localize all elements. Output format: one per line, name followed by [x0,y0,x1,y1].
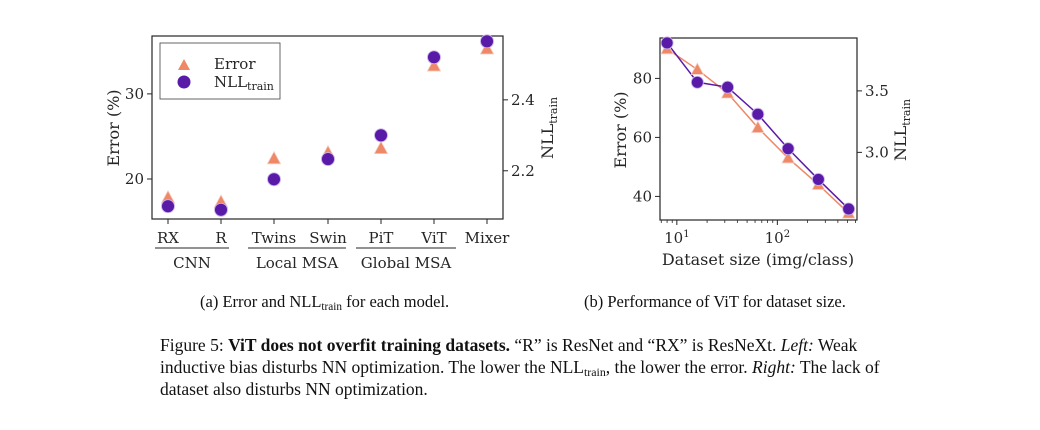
figure-caption: Figure 5: ViT does not overfit training … [160,335,880,399]
x-tick-label: Mixer [465,229,510,247]
panel-b-vit-dataset-size: 40 60 80 3.0 3.5 101 102 Dataset size (img/c… [611,36,913,269]
panel-b-y-axis-label: Error (%) [611,91,630,168]
panel-b-right-y-ticks: 3.0 3.5 [857,82,889,161]
panel-b-x-ticks: 101 102 [660,220,856,247]
x-tick-label: ViT [420,229,446,247]
nll-point [781,142,795,156]
error-point [373,140,389,155]
panel-b-y2-axis-label: NLLtrain [891,99,913,161]
legend-nll-marker [177,75,191,89]
legend-frame [159,42,281,100]
panel-a-legend: Error NLLtrain [159,42,281,100]
panel-b-left-y-ticks: 40 60 80 [633,69,660,205]
y2-tick-label: 3.0 [865,143,889,161]
nll-point [267,172,281,187]
panel-b-marks [660,36,856,219]
x-tick-label: PiT [369,229,394,247]
group-label: Local MSA [256,254,339,272]
panel-a-marks [160,34,495,217]
error-point [751,120,765,133]
y2-tick-label: 3.5 [865,82,889,100]
x-tick-label: RX [157,229,179,247]
y-tick-label: 20 [125,170,144,188]
error-point [426,57,442,72]
legend-error-label: Error [214,55,256,73]
y-tick-label: 60 [633,128,652,146]
error-point [781,150,795,164]
panel-a-group-labels: CNN Local MSA Global MSA [155,247,456,272]
x-tick-label: 101 [664,229,689,247]
nll-point [427,50,441,65]
nll-point [660,36,674,50]
panel-a-x-ticks: RX R Twins Swin PiT ViT Mixer [157,219,510,247]
panel-b-x-axis-label: Dataset size (img/class) [662,250,854,269]
subcaption-b: (b) Performance of ViT for dataset size. [584,292,846,311]
x-tick-label: Twins [252,229,296,247]
error-point [266,150,282,165]
nll-point [721,80,735,94]
nll-point [690,75,704,89]
panel-a-y2-axis-label: NLLtrain [538,97,560,159]
nll-point [751,107,765,121]
x-tick-label: Swin [309,229,347,247]
nll-point [321,152,335,167]
x-tick-label: 102 [765,229,790,247]
y-tick-label: 80 [633,69,652,87]
y-tick-label: 40 [633,187,652,205]
nll-point [161,199,175,214]
panel-b-plot-frame [659,37,858,221]
y2-tick-label: 2.4 [511,91,535,109]
panel-a-right-y-ticks: 2.2 2.4 [503,91,535,180]
nll-point [811,172,825,186]
x-tick-label: R [215,229,227,247]
error-point [690,62,705,75]
subcaption-a: (a) Error and NLLtrain for each model. [200,292,450,313]
y-tick-label: 30 [125,85,144,103]
group-label: CNN [173,254,211,272]
nll-point [480,34,494,49]
nll-point [842,202,856,216]
nll-point [374,128,388,143]
legend-nll-label: NLLtrain [214,73,274,93]
group-label: Global MSA [361,254,452,272]
nll-point [214,202,228,217]
y2-tick-label: 2.2 [511,162,535,180]
legend-error-marker [178,59,190,70]
panel-a-y-axis-label: Error (%) [104,89,123,166]
